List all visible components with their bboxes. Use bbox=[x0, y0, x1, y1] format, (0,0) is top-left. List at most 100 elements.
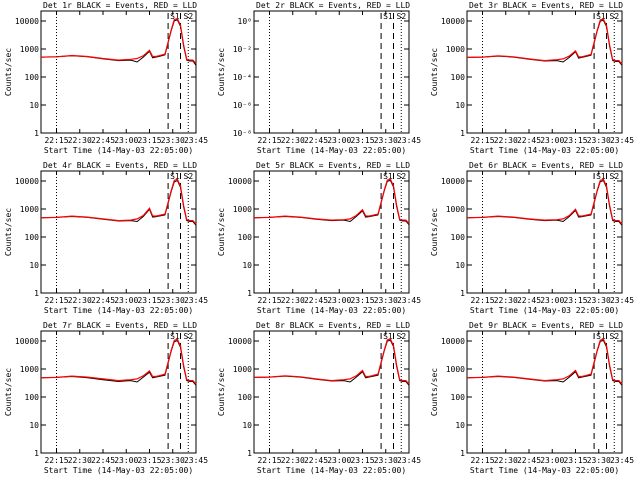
x-tick-label: 22:45 bbox=[304, 456, 328, 465]
y-tick-label: 1 bbox=[460, 289, 465, 298]
y-tick-label: 1000 bbox=[233, 205, 252, 214]
segment-marker: S1 bbox=[383, 332, 393, 341]
y-tick-label: 10 bbox=[29, 261, 39, 270]
x-tick-label: 23:00 bbox=[327, 296, 351, 305]
y-tick-label: 10⁻⁴ bbox=[233, 73, 252, 82]
x-tick-label: 22:15 bbox=[44, 456, 68, 465]
segment-marker: S1 bbox=[170, 12, 180, 21]
segment-marker: S1 bbox=[170, 172, 180, 181]
y-tick-label: 1 bbox=[34, 289, 39, 298]
y-tick-label: 100 bbox=[451, 73, 466, 82]
y-tick-label: 1000 bbox=[446, 365, 465, 374]
panel-title: Det 9r BLACK = Events, RED = LLD bbox=[469, 321, 623, 330]
x-tick-label: 22:45 bbox=[91, 296, 115, 305]
x-tick-label: 22:30 bbox=[281, 136, 305, 145]
panel-title: Det 3r BLACK = Events, RED = LLD bbox=[469, 1, 623, 10]
panel-det-6: Det 6r BLACK = Events, RED = LLD Counts/s… bbox=[430, 161, 634, 315]
x-tick-label: 23:45 bbox=[184, 136, 208, 145]
x-axis-label: Start Time (14-May-03 22:05:00) bbox=[257, 466, 406, 475]
lld-series-line bbox=[253, 338, 410, 385]
x-axis-label: Start Time (14-May-03 22:05:00) bbox=[257, 306, 406, 315]
lld-series-line bbox=[40, 18, 197, 64]
lld-series-line bbox=[466, 18, 623, 65]
x-tick-label: 23:45 bbox=[184, 296, 208, 305]
panel-det-7: Det 7r BLACK = Events, RED = LLD Counts/s… bbox=[4, 321, 208, 475]
x-tick-label: 23:30 bbox=[161, 296, 185, 305]
x-tick-label: 23:15 bbox=[137, 136, 161, 145]
y-tick-label: 1000 bbox=[446, 205, 465, 214]
segment-marker: S2 bbox=[397, 12, 407, 21]
y-tick-label: 1000 bbox=[446, 45, 465, 54]
x-tick-label: 22:15 bbox=[470, 136, 494, 145]
y-tick-label: 10 bbox=[455, 101, 465, 110]
y-axis-label: Counts/sec bbox=[430, 208, 439, 256]
segment-marker: S1 bbox=[383, 12, 393, 21]
x-tick-label: 23:15 bbox=[350, 296, 374, 305]
panel-title: Det 4r BLACK = Events, RED = LLD bbox=[43, 161, 197, 170]
panel-title: Det 2r BLACK = Events, RED = LLD bbox=[256, 1, 410, 10]
x-tick-label: 23:00 bbox=[540, 296, 564, 305]
y-tick-label: 100 bbox=[451, 393, 466, 402]
x-tick-label: 23:45 bbox=[610, 456, 634, 465]
x-tick-label: 23:00 bbox=[540, 456, 564, 465]
x-axis-label: Start Time (14-May-03 22:05:00) bbox=[470, 466, 619, 475]
x-tick-label: 23:15 bbox=[563, 456, 587, 465]
y-tick-label: 10 bbox=[242, 421, 252, 430]
x-tick-label: 23:30 bbox=[374, 136, 398, 145]
x-tick-label: 22:15 bbox=[257, 456, 281, 465]
panel-title: Det 8r BLACK = Events, RED = LLD bbox=[256, 321, 410, 330]
y-tick-label: 100 bbox=[238, 233, 253, 242]
panel-det-2: Det 2r BLACK = Events, RED = LLD Counts/s… bbox=[217, 1, 421, 155]
panel-det-5: Det 5r BLACK = Events, RED = LLD Counts/s… bbox=[217, 161, 421, 315]
x-tick-label: 22:15 bbox=[257, 296, 281, 305]
y-tick-label: 10 bbox=[29, 421, 39, 430]
x-tick-label: 22:30 bbox=[494, 136, 518, 145]
segment-marker: S1 bbox=[596, 332, 606, 341]
segment-marker: S1 bbox=[383, 172, 393, 181]
panel-det-9: Det 9r BLACK = Events, RED = LLD Counts/s… bbox=[430, 321, 634, 475]
x-tick-label: 22:15 bbox=[470, 456, 494, 465]
y-tick-label: 10000 bbox=[15, 17, 39, 26]
y-tick-label: 1000 bbox=[20, 205, 39, 214]
x-axis-label: Start Time (14-May-03 22:05:00) bbox=[44, 306, 193, 315]
x-tick-label: 23:15 bbox=[137, 456, 161, 465]
x-tick-label: 23:15 bbox=[137, 296, 161, 305]
x-tick-label: 23:30 bbox=[161, 456, 185, 465]
x-tick-label: 22:45 bbox=[517, 296, 541, 305]
x-tick-label: 23:00 bbox=[327, 456, 351, 465]
plot-frame bbox=[466, 10, 623, 134]
plot-frame bbox=[253, 330, 410, 454]
y-tick-label: 10⁻⁸ bbox=[233, 129, 252, 138]
plot-frame bbox=[466, 170, 623, 294]
y-tick-label: 100 bbox=[25, 393, 40, 402]
lld-series-line bbox=[466, 178, 623, 225]
x-tick-label: 22:30 bbox=[494, 296, 518, 305]
x-tick-label: 22:45 bbox=[91, 136, 115, 145]
x-tick-label: 22:15 bbox=[44, 136, 68, 145]
plot-frame bbox=[466, 330, 623, 454]
y-tick-label: 1 bbox=[34, 449, 39, 458]
segment-marker: S2 bbox=[184, 172, 194, 181]
x-axis-label: Start Time (14-May-03 22:05:00) bbox=[470, 306, 619, 315]
plot-frame bbox=[253, 170, 410, 294]
plot-frame bbox=[40, 10, 197, 134]
y-tick-label: 100 bbox=[451, 233, 466, 242]
panel-title: Det 6r BLACK = Events, RED = LLD bbox=[469, 161, 623, 170]
panel-title: Det 5r BLACK = Events, RED = LLD bbox=[256, 161, 410, 170]
x-tick-label: 22:30 bbox=[494, 456, 518, 465]
x-tick-label: 23:30 bbox=[587, 296, 611, 305]
panel-title: Det 1r BLACK = Events, RED = LLD bbox=[43, 1, 197, 10]
x-tick-label: 22:45 bbox=[304, 296, 328, 305]
panel-det-1: Det 1r BLACK = Events, RED = LLD Counts/s… bbox=[4, 1, 208, 155]
x-tick-label: 22:45 bbox=[517, 136, 541, 145]
y-tick-label: 10000 bbox=[441, 177, 465, 186]
x-tick-label: 23:30 bbox=[161, 136, 185, 145]
y-tick-label: 10000 bbox=[228, 177, 252, 186]
y-axis-label: Counts/sec bbox=[430, 368, 439, 416]
segment-marker: S1 bbox=[170, 332, 180, 341]
x-tick-label: 23:45 bbox=[610, 136, 634, 145]
plot-frame bbox=[253, 10, 410, 134]
x-tick-label: 22:30 bbox=[281, 296, 305, 305]
y-tick-label: 10⁰ bbox=[238, 17, 252, 26]
